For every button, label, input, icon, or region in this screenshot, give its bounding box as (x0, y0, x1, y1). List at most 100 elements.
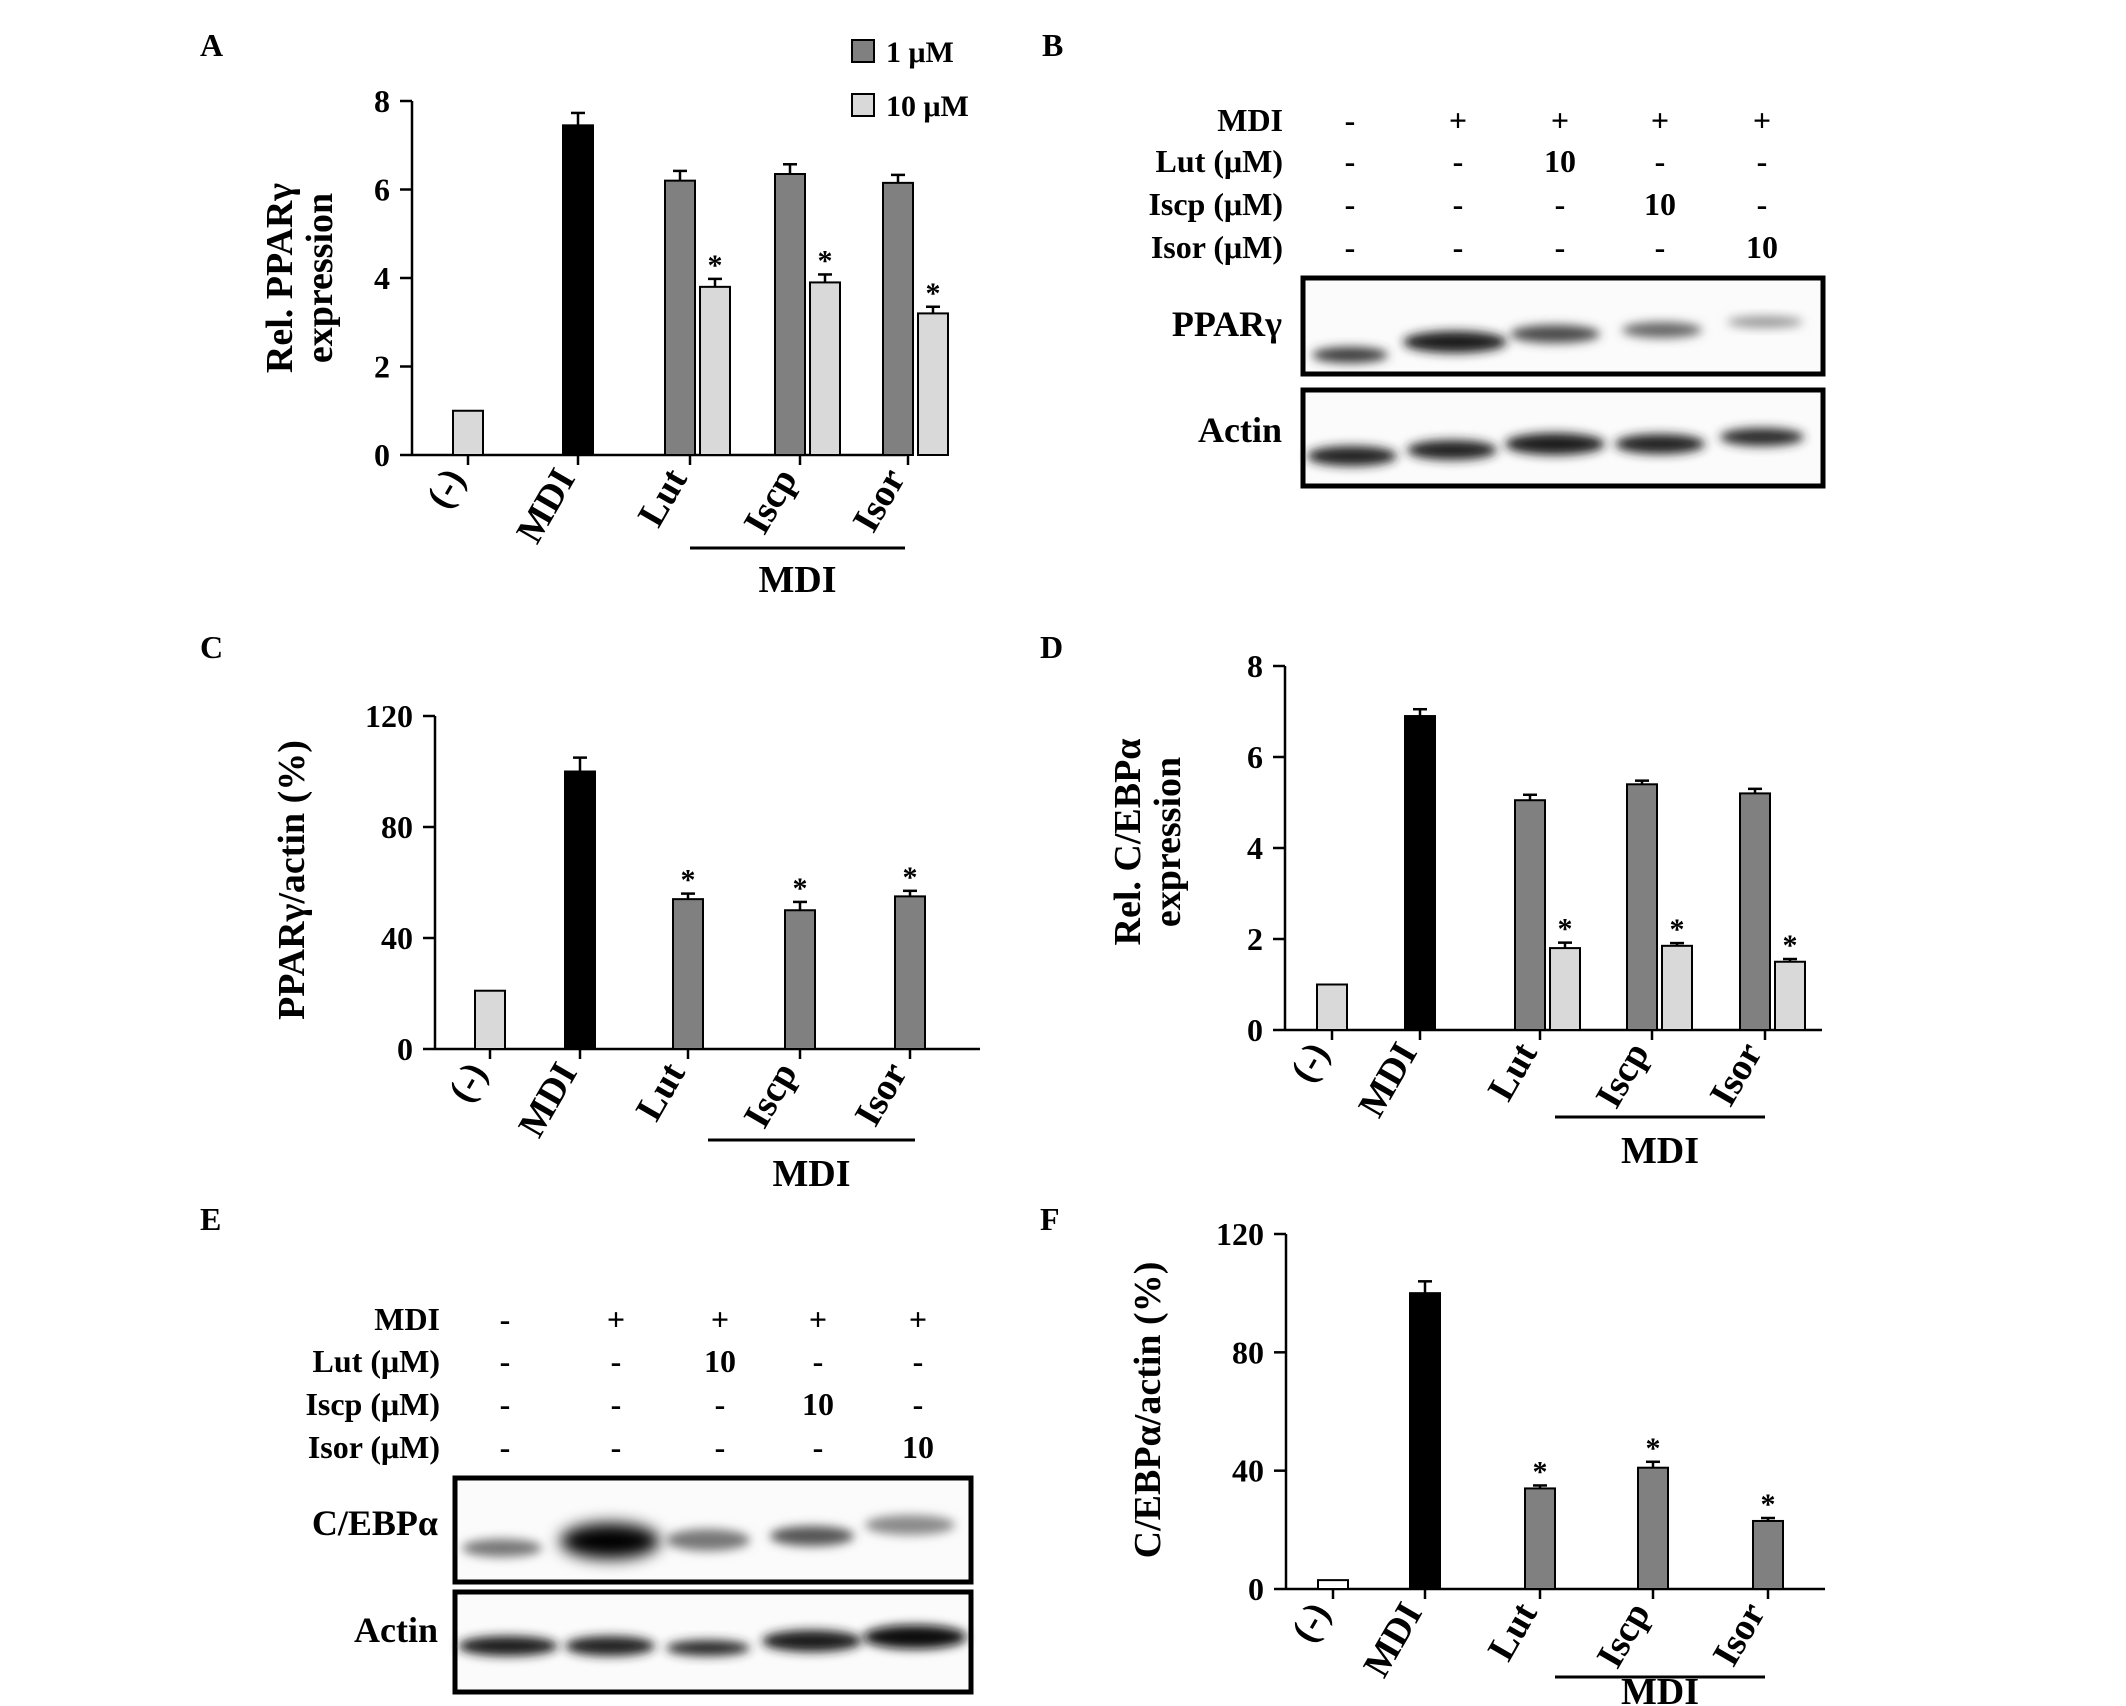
y-tick-label: 0 (374, 437, 390, 473)
significance-star: * (1761, 1488, 1776, 1521)
band (1403, 331, 1507, 353)
bar (882, 181, 914, 457)
treatment-cell: - (913, 1343, 924, 1379)
treatment-cell: - (715, 1386, 726, 1422)
treatment-cell: - (500, 1429, 511, 1465)
treatment-row-label: Isor (μM) (308, 1429, 440, 1465)
band (1407, 440, 1497, 460)
x-tick-label: MDI (510, 1056, 585, 1145)
treatment-cell: - (913, 1386, 924, 1422)
treatment-cell: - (1453, 229, 1464, 265)
band (560, 1523, 660, 1559)
bar (1316, 983, 1348, 1031)
treatment-cell: - (1453, 143, 1464, 179)
x-tick-label: Iscp (1589, 1596, 1659, 1676)
significance-star: * (818, 244, 833, 277)
y-tick-label: 4 (374, 260, 390, 296)
band (458, 1636, 558, 1656)
treatment-cell: - (611, 1429, 622, 1465)
bar (1626, 783, 1658, 1031)
y-axis-label: C/EBPα/actin (%) (1127, 1262, 1169, 1559)
y-tick-label: 8 (1247, 648, 1263, 684)
treatment-cell: - (1345, 102, 1356, 138)
treatment-row-label: Iscp (μM) (305, 1386, 440, 1422)
bar (474, 989, 506, 1050)
x-tick-label: (-) (418, 462, 473, 516)
y-tick-label: 6 (374, 172, 390, 208)
x-tick-label: Iscp (1588, 1036, 1658, 1116)
significance-star: * (903, 861, 918, 894)
treatment-cell: - (1345, 186, 1356, 222)
bar (452, 409, 484, 456)
bar (672, 898, 704, 1051)
treatment-cell: - (715, 1429, 726, 1465)
treatment-cell: + (1551, 102, 1569, 138)
treatment-cell: - (1555, 186, 1566, 222)
significance-star: * (1646, 1432, 1661, 1465)
panel-letter-a: A (200, 27, 223, 63)
x-tick-label: Iscp (736, 462, 806, 542)
treatment-cell: - (813, 1343, 824, 1379)
treatment-cell: + (711, 1301, 729, 1337)
x-tick-label: Isor (845, 461, 914, 539)
bar (1739, 792, 1771, 1032)
band (1615, 434, 1705, 454)
band (666, 1640, 750, 1656)
y-axis-label: Rel. PPARγ (259, 183, 301, 373)
bar (699, 285, 731, 456)
legend-swatch-10um (851, 93, 875, 117)
group-label: MDI (1621, 1671, 1699, 1706)
x-tick-label: Lut (1480, 1595, 1546, 1668)
bar (1409, 1292, 1441, 1590)
y-axis-label: Rel. C/EBPα (1107, 739, 1149, 946)
band (762, 1630, 862, 1652)
legend-label-10um: 10 μM (886, 90, 969, 123)
treatment-cell: 10 (704, 1343, 736, 1379)
panel-letter-c: C (200, 629, 223, 665)
y-tick-label: 80 (1232, 1334, 1264, 1370)
treatment-cell: - (500, 1343, 511, 1379)
band (1505, 433, 1605, 455)
x-tick-label: Lut (630, 461, 696, 534)
treatment-cell: - (611, 1386, 622, 1422)
band-label-cebpa: C/EBPα (312, 1503, 438, 1543)
panel-letter-f: F (1040, 1201, 1060, 1237)
y-tick-label: 0 (397, 1031, 413, 1067)
x-tick-label: MDI (1350, 1036, 1425, 1125)
x-tick-label: (-) (1282, 1036, 1337, 1090)
bar (664, 179, 696, 456)
treatment-cell: + (1651, 102, 1669, 138)
treatment-cell: + (809, 1301, 827, 1337)
treatment-cell: - (1757, 143, 1768, 179)
treatment-cell: + (909, 1301, 927, 1337)
bar (1514, 799, 1546, 1031)
band (770, 1526, 854, 1546)
band (666, 1529, 750, 1551)
bar (564, 770, 596, 1050)
band-label-actin-e: Actin (354, 1610, 438, 1650)
legend-label-1um: 1 μM (886, 36, 954, 69)
treatment-cell: - (1453, 186, 1464, 222)
x-tick-label: (-) (1283, 1596, 1338, 1650)
band (1727, 316, 1803, 328)
western-blot-b: MDI - + + + + Lut (μM) - - 10 - - Iscp (μM) - - - 10 - Iso… (1148, 102, 1826, 489)
band (865, 1515, 955, 1535)
bar (1549, 947, 1581, 1031)
treatment-cell: 10 (802, 1386, 834, 1422)
treatment-row-label: MDI (374, 1301, 440, 1337)
treatment-cell: - (611, 1343, 622, 1379)
significance-star: * (926, 277, 941, 310)
y-axis-label: expression (1147, 757, 1189, 927)
band (1510, 325, 1600, 343)
y-tick-label: 8 (374, 83, 390, 119)
y-tick-label: 40 (1232, 1453, 1264, 1489)
y-tick-label: 120 (365, 698, 413, 734)
x-tick-label: Iscp (736, 1056, 806, 1136)
group-label: MDI (772, 1153, 850, 1195)
band (1307, 446, 1397, 466)
chart-panel-c: 0 40 80 120 (-) MDI Lut Iscp Isor MDI PPARγ/actin … (271, 698, 980, 1195)
bar (1524, 1487, 1556, 1590)
panel-letter-b: B (1042, 27, 1063, 63)
treatment-cell: - (813, 1429, 824, 1465)
